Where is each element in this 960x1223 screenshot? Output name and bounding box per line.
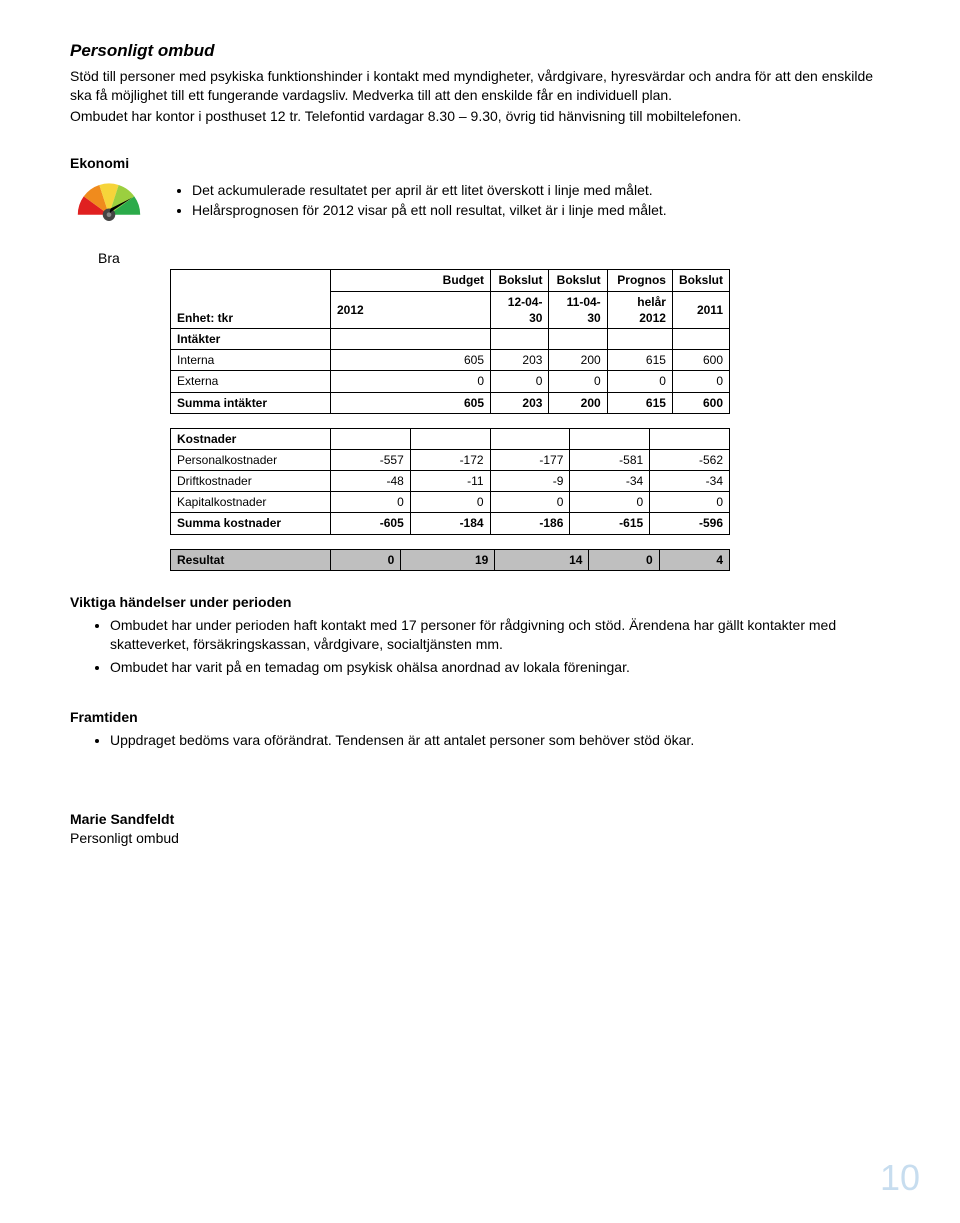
ekonomi-bullet: Helårsprognosen för 2012 visar på ett no…: [192, 201, 667, 220]
viktiga-heading: Viktiga händelser under perioden: [70, 593, 890, 612]
intro-p2: Ombudet har kontor i posthuset 12 tr. Te…: [70, 107, 890, 126]
table-row: Driftkostnader -48 -11 -9 -34 -34: [171, 471, 730, 492]
page-number: 10: [880, 1154, 920, 1203]
table-row: Personalkostnader -557 -172 -177 -581 -5…: [171, 449, 730, 470]
viktiga-list: Ombudet har under perioden haft kontakt …: [70, 616, 890, 677]
page-title: Personligt ombud: [70, 40, 890, 63]
framtiden-heading: Framtiden: [70, 708, 890, 727]
signature-role: Personligt ombud: [70, 829, 890, 848]
gauge-icon: [70, 175, 148, 231]
ekonomi-heading: Ekonomi: [70, 154, 890, 173]
kostnader-table: Kostnader Personalkostnader -557 -172 -1…: [170, 428, 730, 535]
table-row: Interna 605 203 200 615 600: [171, 350, 730, 371]
intro-p1: Stöd till personer med psykiska funktion…: [70, 67, 890, 105]
table-row-result: Resultat 0 19 14 0 4: [171, 549, 730, 570]
col-enhet: Enhet: tkr: [171, 270, 331, 329]
gauge-label: Bra: [98, 249, 890, 268]
list-item: Ombudet har under perioden haft kontakt …: [110, 616, 890, 654]
ekonomi-bullet: Det ackumulerade resultatet per april är…: [192, 181, 667, 200]
ekonomi-bullets: Det ackumulerade resultatet per april är…: [170, 181, 667, 223]
list-item: Ombudet har varit på en temadag om psyki…: [110, 658, 890, 677]
intro-block: Stöd till personer med psykiska funktion…: [70, 67, 890, 126]
framtiden-list: Uppdraget bedöms vara oförändrat. Tenden…: [70, 731, 890, 750]
table-row: Externa 0 0 0 0 0: [171, 371, 730, 392]
resultat-table: Resultat 0 19 14 0 4: [170, 549, 730, 571]
intakter-table: Enhet: tkr Budget Bokslut Bokslut Progno…: [170, 269, 730, 413]
table-row-sum: Summa kostnader -605 -184 -186 -615 -596: [171, 513, 730, 534]
table-row-sum: Summa intäkter 605 203 200 615 600: [171, 392, 730, 413]
table-row: Kapitalkostnader 0 0 0 0 0: [171, 492, 730, 513]
list-item: Uppdraget bedöms vara oförändrat. Tenden…: [110, 731, 890, 750]
financial-tables: Enhet: tkr Budget Bokslut Bokslut Progno…: [170, 269, 890, 570]
signature-name: Marie Sandfeldt: [70, 810, 890, 829]
signature-block: Marie Sandfeldt Personligt ombud: [70, 810, 890, 848]
